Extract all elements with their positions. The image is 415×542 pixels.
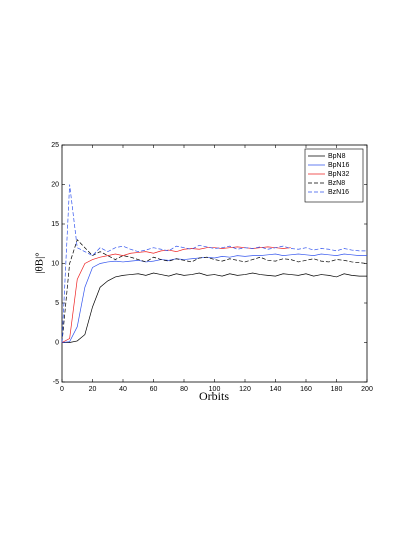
y-tick-label: 20 <box>51 181 59 188</box>
legend-label: BpN16 <box>328 162 350 169</box>
series-line <box>61 239 368 343</box>
legend-label: BzN8 <box>328 180 345 187</box>
series-line <box>61 253 367 343</box>
y-tick-label: -5 <box>53 379 59 386</box>
y-tick-label: 15 <box>51 221 59 228</box>
x-tick-label: 40 <box>119 386 127 393</box>
legend-label: BpN8 <box>328 153 346 160</box>
x-tick-label: 80 <box>180 386 188 393</box>
x-tick-label: 20 <box>89 386 97 393</box>
x-tick-label: 200 <box>361 386 373 393</box>
y-tick-label: 0 <box>55 339 59 346</box>
x-tick-label: 120 <box>239 386 251 393</box>
x-tick-label: 0 <box>60 386 64 393</box>
legend-box <box>304 148 364 203</box>
x-tick-label: 180 <box>331 386 343 393</box>
series-line <box>62 272 367 343</box>
y-tick-label: 10 <box>51 260 59 267</box>
legend-label: BzN16 <box>328 189 349 196</box>
y-axis-label: |θB|° <box>34 252 46 273</box>
series-line <box>61 184 367 343</box>
x-tick-label: 100 <box>209 386 221 393</box>
y-tick-label: 5 <box>55 300 59 307</box>
x-axis-label: Orbits <box>199 389 229 403</box>
x-tick-label: 160 <box>300 386 312 393</box>
x-tick-label: 140 <box>270 386 282 393</box>
x-tick-label: 60 <box>150 386 158 393</box>
y-tick-label: 25 <box>51 142 59 149</box>
series-line <box>61 246 291 343</box>
legend-label: BpN32 <box>328 171 350 178</box>
